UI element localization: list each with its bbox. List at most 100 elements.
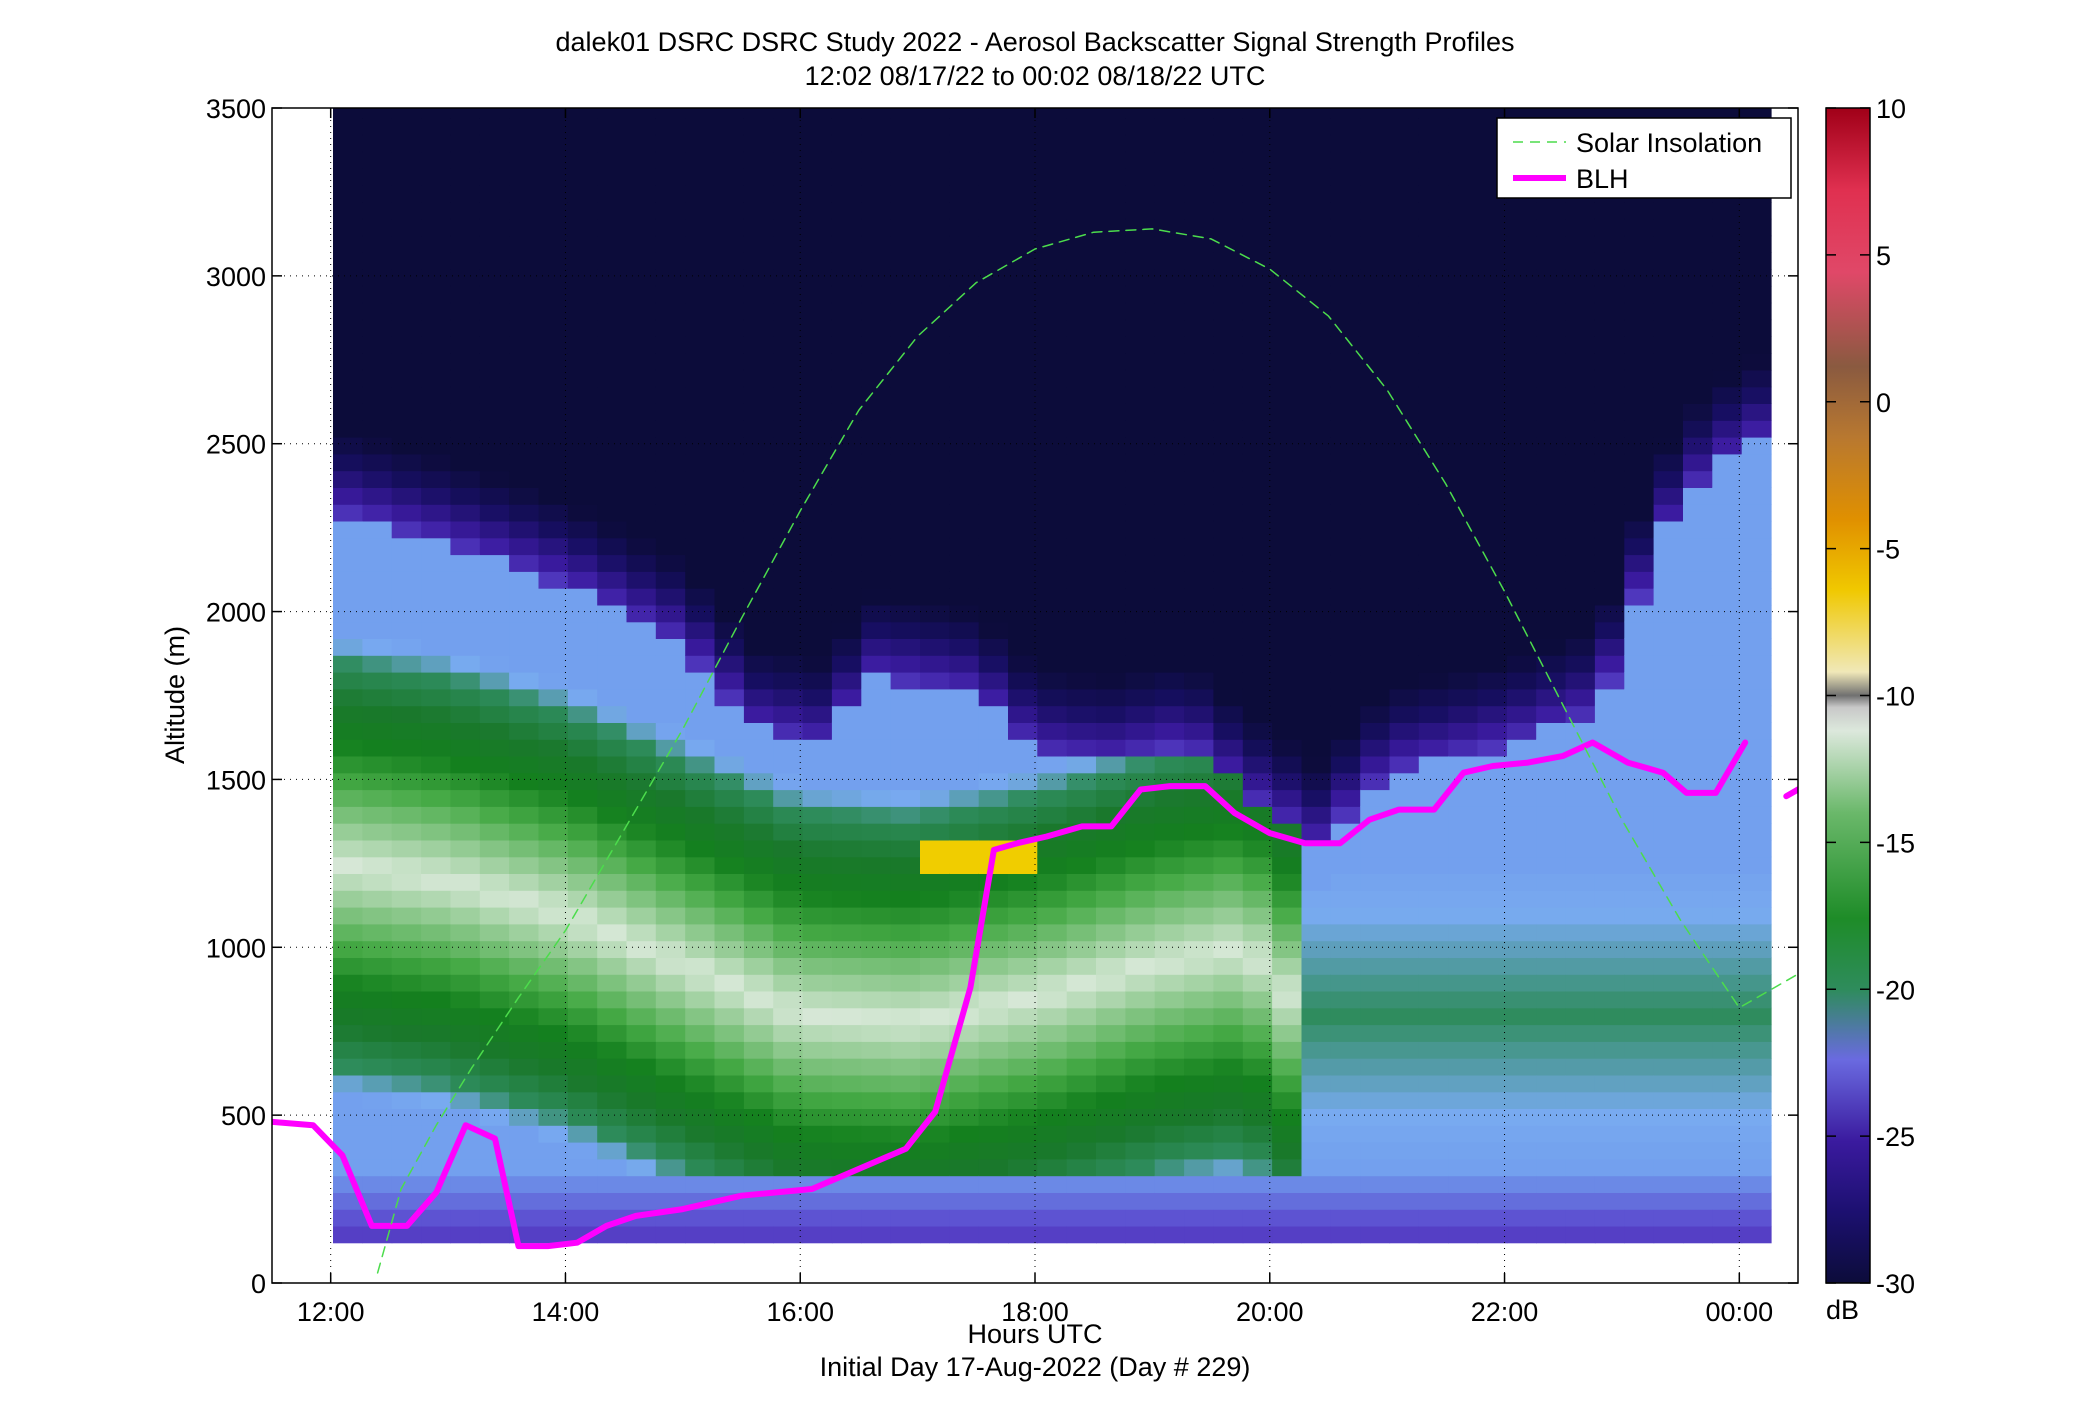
heatmap-cell (1008, 437, 1038, 455)
heatmap-cell (1154, 1158, 1185, 1177)
heatmap-cell (831, 688, 862, 707)
heatmap-cell (714, 789, 745, 807)
heatmap-cell (1741, 588, 1772, 606)
heatmap-cell (831, 839, 862, 858)
heatmap-cell (890, 386, 921, 404)
heatmap-cell (1037, 588, 1068, 606)
heatmap-cell (1506, 789, 1537, 807)
heatmap-cell (1272, 470, 1302, 488)
heatmap-cell (421, 336, 451, 354)
heatmap-cell (1360, 1024, 1391, 1042)
heatmap-cell (538, 890, 569, 908)
heatmap-cell (1624, 604, 1655, 623)
heatmap-cell (773, 672, 804, 690)
heatmap-cell (802, 990, 833, 1009)
heatmap-cell (1418, 1058, 1449, 1076)
heatmap-cell (978, 420, 1009, 438)
heatmap-cell (978, 1024, 1009, 1042)
heatmap-cell (1506, 1108, 1537, 1126)
heatmap-cell (1184, 453, 1214, 472)
heatmap-cell (890, 1192, 921, 1210)
heatmap-cell (890, 571, 921, 589)
heatmap-cell (978, 1175, 1009, 1193)
heatmap-cell (1360, 151, 1391, 169)
heatmap-cell (362, 269, 393, 287)
heatmap-cell (861, 1091, 892, 1109)
heatmap-cell (861, 789, 892, 807)
heatmap-cell (479, 134, 510, 153)
heatmap-cell (479, 1209, 510, 1227)
heatmap-cell (1184, 705, 1214, 723)
heatmap-cell (949, 940, 980, 958)
heatmap-cell (1330, 520, 1361, 539)
heatmap-cell (1213, 638, 1244, 656)
heatmap-cell (1037, 672, 1068, 690)
heatmap-cell (685, 403, 716, 421)
heatmap-cell (567, 1192, 598, 1210)
heatmap-cell (1154, 218, 1185, 237)
heatmap-cell (655, 453, 686, 472)
heatmap-cell (1565, 823, 1596, 841)
heatmap-cell (1272, 907, 1302, 925)
heatmap-cell (1741, 202, 1772, 220)
heatmap-cell (920, 453, 950, 472)
heatmap-cell (1154, 1175, 1185, 1193)
heatmap-cell (391, 604, 422, 623)
heatmap-cell (890, 688, 921, 707)
heatmap-cell (1096, 420, 1126, 438)
heatmap-cell (1096, 1125, 1126, 1143)
heatmap-cell (333, 235, 363, 253)
heatmap-cell (362, 940, 393, 958)
heatmap-cell (743, 940, 774, 958)
heatmap-cell (509, 134, 539, 153)
heatmap-cell (1242, 1225, 1273, 1244)
heatmap-cell (978, 353, 1009, 371)
heatmap-cell (450, 588, 481, 606)
heatmap-cell (450, 403, 481, 421)
heatmap-cell (831, 755, 862, 774)
heatmap-cell (1242, 722, 1273, 740)
heatmap-cell (743, 722, 774, 740)
heatmap-cell (949, 353, 980, 371)
heatmap-cell (1653, 108, 1684, 119)
heatmap-cell (685, 437, 716, 455)
heatmap-cell (949, 705, 980, 723)
heatmap-cell (831, 319, 862, 337)
heatmap-cell (1418, 672, 1449, 690)
heatmap-cell (1096, 285, 1126, 304)
heatmap-cell (1096, 252, 1126, 270)
heatmap-cell (1272, 537, 1302, 556)
colorbar-tick-label: -10 (1876, 682, 1915, 712)
heatmap-cell (1683, 1041, 1713, 1059)
heatmap-cell (1389, 873, 1420, 891)
heatmap-cell (1096, 672, 1126, 690)
heatmap-cell (509, 722, 539, 740)
heatmap-cell (1418, 453, 1449, 472)
heatmap-cell (802, 705, 833, 723)
heatmap-cell (626, 655, 657, 673)
heatmap-cell (890, 873, 921, 891)
heatmap-cell (773, 420, 804, 438)
heatmap-cell (1272, 739, 1302, 757)
heatmap-cell (1683, 739, 1713, 757)
heatmap-cell (1712, 252, 1743, 270)
heatmap-cell (1712, 907, 1743, 925)
heatmap-cell (1184, 520, 1214, 539)
heatmap-cell (626, 218, 657, 237)
heatmap-cell (655, 823, 686, 841)
heatmap-cell (920, 1225, 950, 1244)
heatmap-cell (538, 1024, 569, 1042)
heatmap-cell (890, 940, 921, 958)
heatmap-cell (1184, 108, 1214, 119)
heatmap-cell (1594, 772, 1625, 791)
heatmap-cell (1594, 1158, 1625, 1177)
heatmap-cell (1213, 537, 1244, 556)
heatmap-cell (421, 520, 451, 539)
heatmap-cell (1360, 655, 1391, 673)
heatmap-cell (1477, 873, 1508, 891)
heatmap-cell (1037, 571, 1068, 589)
heatmap-cell (1272, 386, 1302, 404)
heatmap-cell (655, 1074, 686, 1093)
heatmap-cell (1272, 168, 1302, 186)
heatmap-cell (1301, 772, 1332, 791)
